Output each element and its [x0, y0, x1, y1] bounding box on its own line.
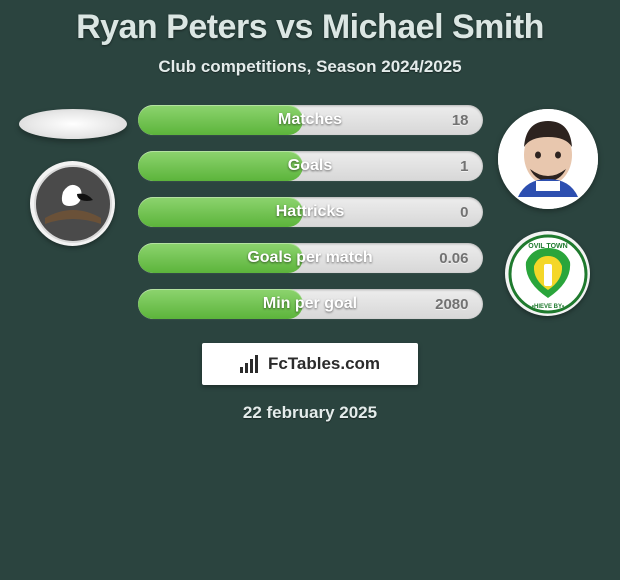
comparison-card: Ryan Peters vs Michael Smith Club compet… [0, 0, 620, 423]
page-title: Ryan Peters vs Michael Smith [0, 8, 620, 47]
crest-right-icon: OVIL TOWN •HIEVE BY• [508, 234, 588, 314]
player-left-avatar-placeholder [19, 109, 127, 139]
source-logo-text: FcTables.com [268, 354, 380, 374]
player-right-column: OVIL TOWN •HIEVE BY• [493, 105, 603, 316]
stat-fill [138, 197, 304, 227]
stat-fill [138, 243, 304, 273]
player-right-avatar [498, 109, 598, 209]
player-left-column [18, 105, 128, 246]
crest-left-icon [33, 164, 113, 244]
stat-value: 0 [460, 204, 468, 221]
stat-row-matches: Matches 18 [138, 105, 483, 135]
main-row: Matches 18 Goals 1 Hattricks 0 Goals per… [0, 105, 620, 319]
stats-column: Matches 18 Goals 1 Hattricks 0 Goals per… [138, 105, 483, 319]
stat-row-min-per-goal: Min per goal 2080 [138, 289, 483, 319]
svg-text:OVIL TOWN: OVIL TOWN [528, 243, 567, 250]
stat-fill [138, 151, 304, 181]
stat-row-goals-per-match: Goals per match 0.06 [138, 243, 483, 273]
svg-text:•HIEVE BY•: •HIEVE BY• [531, 304, 563, 310]
stat-fill [138, 289, 304, 319]
stat-fill [138, 105, 304, 135]
bar-chart-icon [240, 355, 262, 373]
player-right-club-crest: OVIL TOWN •HIEVE BY• [505, 231, 590, 316]
stat-value: 18 [452, 112, 469, 129]
stat-value: 2080 [435, 296, 468, 313]
stat-row-hattricks: Hattricks 0 [138, 197, 483, 227]
stat-row-goals: Goals 1 [138, 151, 483, 181]
source-logo: FcTables.com [202, 343, 418, 385]
player-left-club-crest [30, 161, 115, 246]
stat-value: 1 [460, 158, 468, 175]
player-photo-icon [498, 109, 598, 209]
stat-value: 0.06 [439, 250, 468, 267]
page-subtitle: Club competitions, Season 2024/2025 [0, 57, 620, 77]
date-line: 22 february 2025 [0, 403, 620, 423]
